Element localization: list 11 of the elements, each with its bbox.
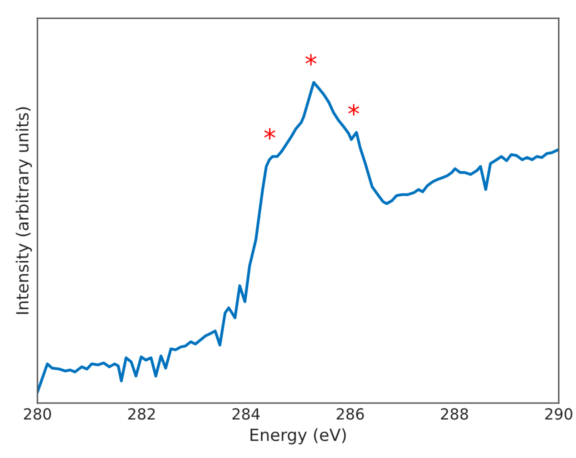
x-tick-label: 286	[336, 408, 364, 420]
y-axis-title: Intensity (arbitrary units)	[16, 107, 32, 314]
annotation: *	[348, 104, 360, 116]
annotation: *	[305, 54, 316, 66]
x-tick-label: 284	[232, 408, 260, 420]
x-axis-title: Energy (eV)	[250, 428, 346, 444]
annotation: *	[264, 128, 276, 140]
x-tick-label: 282	[128, 408, 155, 420]
x-tick-label: 290	[545, 408, 572, 420]
x-tick-label: 280	[24, 408, 52, 420]
x-tick-label: 288	[441, 408, 468, 420]
